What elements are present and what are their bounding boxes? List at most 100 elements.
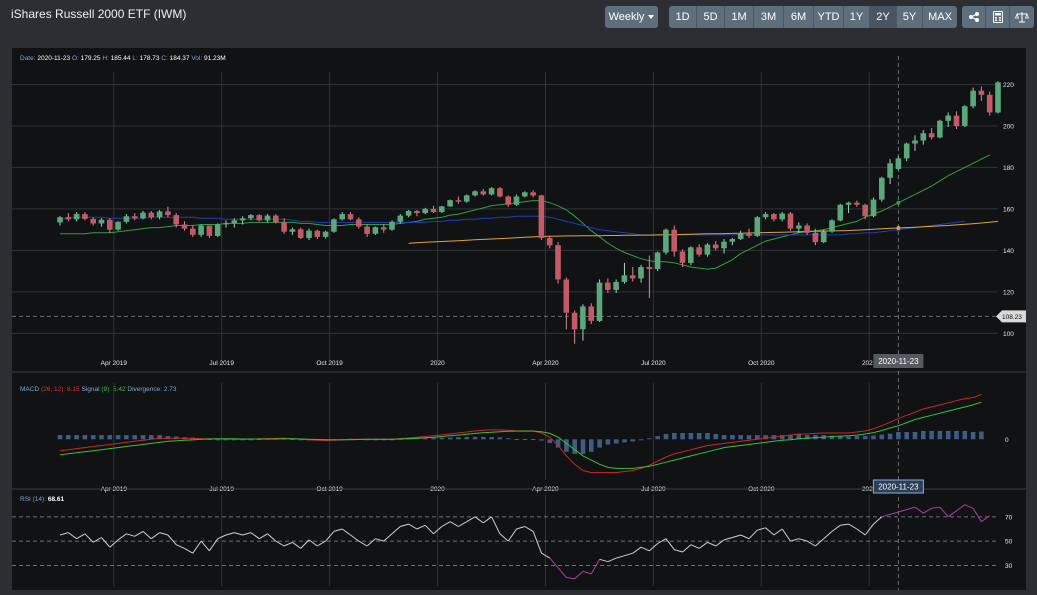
range-button-1m[interactable]: 1M bbox=[725, 6, 754, 28]
candle bbox=[198, 225, 204, 235]
rsi-line-segment bbox=[84, 533, 94, 543]
divergence-bar bbox=[945, 430, 951, 440]
rsi-readout: RSI (14): 68.61 bbox=[20, 496, 64, 503]
rsi-line-segment bbox=[881, 513, 891, 518]
candle bbox=[762, 214, 769, 218]
candle bbox=[115, 221, 121, 230]
crosshair-price-tag bbox=[996, 310, 1026, 323]
calculator-icon[interactable] bbox=[986, 6, 1010, 28]
rsi-line-segment bbox=[798, 538, 808, 542]
candle bbox=[796, 225, 802, 229]
rsi-line-segment bbox=[981, 515, 990, 523]
rsi-line-segment bbox=[914, 506, 924, 514]
rsi-line-segment bbox=[499, 533, 509, 542]
rsi-line-segment bbox=[972, 508, 982, 522]
divergence-bar bbox=[696, 433, 702, 440]
candle bbox=[430, 208, 437, 212]
divergence-bar bbox=[99, 435, 104, 440]
candle bbox=[364, 226, 370, 234]
range-button-6m[interactable]: 6M bbox=[784, 6, 814, 28]
range-button-1d[interactable]: 1D bbox=[669, 6, 697, 28]
candle bbox=[131, 216, 138, 219]
divergence-bar bbox=[406, 438, 411, 440]
rsi-line-segment bbox=[723, 537, 733, 541]
rsi-line-segment bbox=[101, 537, 111, 548]
chart-area[interactable]: Date: 2020-11-23 O: 179.25 H: 185.44 L: … bbox=[12, 48, 1026, 590]
rsi-line-segment bbox=[234, 532, 243, 536]
rsi-line-segment bbox=[159, 532, 169, 536]
rsi-line-segment bbox=[225, 532, 235, 536]
divergence-bar bbox=[464, 437, 470, 440]
candle bbox=[596, 282, 603, 321]
divergence-bar bbox=[755, 435, 760, 440]
x-tick-label: Apr 2020 bbox=[532, 360, 559, 367]
rsi-line-segment bbox=[815, 538, 825, 547]
rsi-line-segment bbox=[507, 528, 517, 542]
divergence-bar bbox=[630, 439, 636, 442]
range-button-1y[interactable]: 1Y bbox=[844, 6, 870, 28]
rsi-line-segment bbox=[956, 504, 966, 512]
top-toolbar: iShares Russell 2000 ETF (IWM) Weekly 1D… bbox=[0, 0, 1037, 36]
interval-dropdown[interactable]: Weekly bbox=[605, 6, 658, 28]
ohlc-readout: Date: 2020-11-23 O: 179.25 H: 185.44 L: … bbox=[20, 55, 226, 62]
divergence-bar bbox=[738, 435, 743, 440]
rsi-line-segment bbox=[939, 506, 949, 518]
rsi-line-segment bbox=[740, 534, 750, 540]
y-tick-label: 30 bbox=[1005, 563, 1013, 570]
rsi-line-segment bbox=[947, 510, 957, 518]
range-button-5d[interactable]: 5D bbox=[697, 6, 725, 28]
rsi-line-segment bbox=[931, 506, 940, 509]
candle bbox=[248, 215, 254, 219]
rsi-line-segment bbox=[765, 527, 775, 536]
rsi-line-segment bbox=[217, 534, 227, 540]
divergence-bar bbox=[115, 435, 121, 440]
rsi-line-segment bbox=[806, 540, 816, 547]
range-button-max[interactable]: MAX bbox=[923, 6, 957, 28]
candle bbox=[663, 229, 669, 253]
balance-scale-icon[interactable] bbox=[1010, 6, 1034, 28]
rsi-line-segment bbox=[532, 531, 542, 554]
candle bbox=[970, 90, 976, 107]
divergence-bar bbox=[937, 430, 943, 440]
divergence-bar bbox=[896, 432, 901, 440]
divergence-bar bbox=[530, 439, 536, 440]
divergence-bar bbox=[721, 435, 727, 440]
candle bbox=[729, 239, 736, 242]
y-tick-label: 0 bbox=[1005, 437, 1009, 444]
range-button-5y[interactable]: 5Y bbox=[897, 6, 923, 28]
settings-icon[interactable] bbox=[962, 6, 986, 28]
candle bbox=[98, 219, 105, 224]
rsi-line-segment bbox=[300, 539, 310, 549]
divergence-bar bbox=[431, 437, 436, 440]
candle bbox=[746, 233, 752, 236]
candle bbox=[73, 214, 80, 220]
rsi-line-segment bbox=[333, 528, 343, 532]
sma-crosshair-dot bbox=[896, 200, 901, 205]
candle bbox=[297, 229, 304, 238]
divergence-bar bbox=[506, 438, 511, 440]
candle bbox=[165, 211, 171, 216]
range-button-2y[interactable]: 2Y bbox=[870, 6, 897, 28]
divergence-bar bbox=[846, 436, 851, 440]
rsi-line-segment bbox=[566, 577, 575, 580]
candle bbox=[671, 229, 677, 252]
divergence-bar bbox=[489, 437, 494, 440]
range-button-ytd[interactable]: YTD bbox=[814, 6, 844, 28]
rsi-line-segment bbox=[375, 538, 384, 542]
divergence-bar bbox=[580, 439, 586, 454]
candle bbox=[90, 218, 96, 224]
divergence-bar bbox=[763, 435, 768, 440]
candle bbox=[771, 214, 777, 220]
candle bbox=[854, 202, 860, 205]
rsi-line-segment bbox=[748, 529, 758, 540]
candle bbox=[920, 133, 927, 141]
divergence-bar bbox=[638, 439, 644, 441]
divergence-bar bbox=[962, 430, 968, 440]
candle bbox=[754, 217, 761, 236]
candle bbox=[447, 200, 453, 207]
rsi-line-segment bbox=[292, 541, 301, 549]
y-tick-label: 160 bbox=[1003, 206, 1014, 213]
rsi-line-segment bbox=[308, 539, 318, 547]
candle bbox=[688, 247, 694, 263]
range-button-3m[interactable]: 3M bbox=[754, 6, 784, 28]
